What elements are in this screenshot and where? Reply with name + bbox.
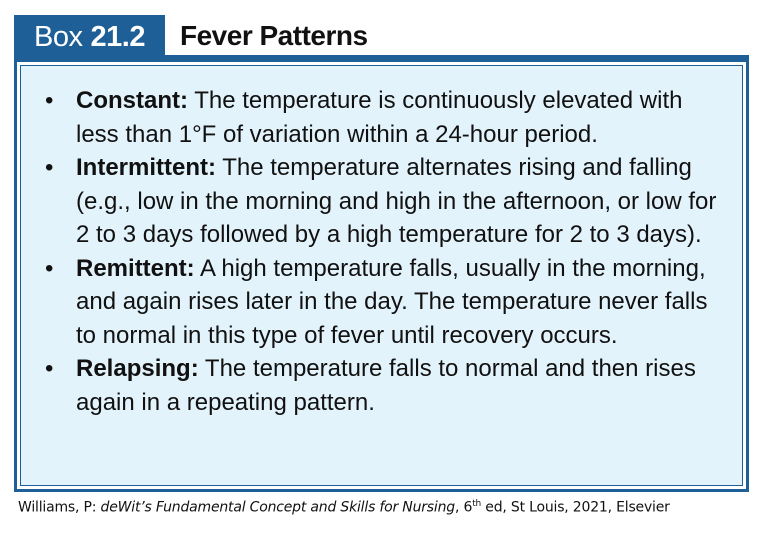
citation-book-title: deWit’s Fundamental Concept and Skills f… — [100, 499, 456, 516]
citation-edition: , 6 — [454, 499, 473, 516]
bullet-icon: • — [45, 154, 54, 181]
bullet-icon: • — [45, 87, 54, 114]
header-rule — [165, 55, 749, 59]
bullet-icon: • — [45, 355, 54, 382]
pattern-term: Constant: — [76, 87, 188, 114]
pattern-description: The temperature falls to normal and then… — [76, 355, 696, 416]
citation-publisher: ed, St Louis, 2021, Elsevier — [481, 499, 670, 516]
box-title: Fever Patterns — [180, 20, 368, 51]
citation-edition-suffix: th — [472, 499, 482, 509]
citation: Williams, P: deWit’s Fundamental Concept… — [18, 499, 670, 516]
pattern-term: Remittent: — [76, 254, 195, 282]
pattern-term: Intermittent: — [76, 154, 216, 181]
box-word: Box — [34, 20, 83, 53]
fever-pattern-list: • Constant: The temperature is continuou… — [45, 84, 717, 419]
list-item-intermittent: • Intermittent: The temperature alternat… — [45, 151, 717, 252]
list-item-relapsing: • Relapsing: The temperature falls to no… — [45, 352, 717, 419]
box-number: 21.2 — [90, 20, 146, 53]
content-box: • Constant: The temperature is continuou… — [14, 59, 749, 492]
pattern-term: Relapsing: — [76, 355, 199, 382]
pattern-description: The temperature alternates rising and fa… — [76, 154, 717, 248]
list-item-constant: • Constant: The temperature is continuou… — [45, 84, 717, 151]
list-item-remittent: • Remittent: A high temperature falls, u… — [45, 252, 717, 353]
pattern-description: The temperature is continuously elevated… — [76, 87, 683, 148]
box-header: Box 21.2 Fever Patterns — [14, 15, 749, 59]
bullet-icon: • — [45, 254, 54, 282]
pattern-description: A high temperature falls, usually in the… — [76, 254, 708, 349]
citation-author: Williams, P: — [18, 499, 101, 516]
box-label: Box 21.2 — [14, 15, 165, 59]
